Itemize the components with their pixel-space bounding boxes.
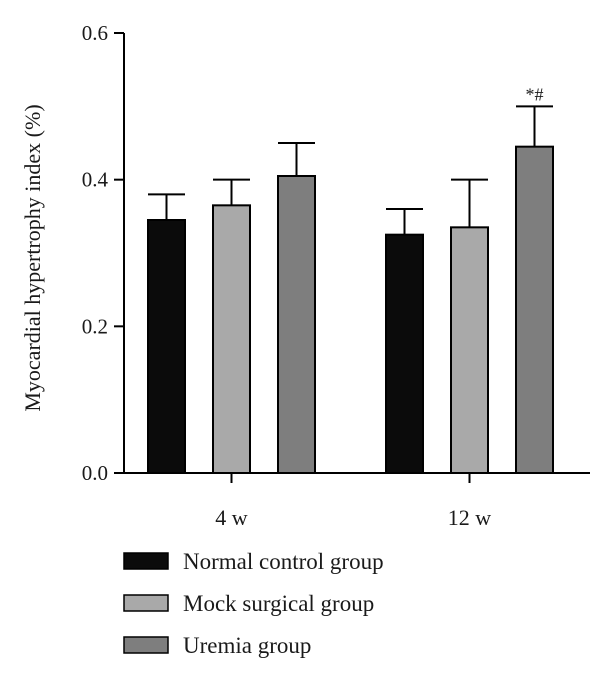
x-ticks: 4 w 12 w — [215, 473, 491, 530]
bar-uremia-group-4w — [277, 175, 316, 474]
bar-normal-control-group-12w — [385, 233, 424, 474]
legend-label: Mock surgical group — [183, 591, 374, 616]
y-ticks: 0.0 0.2 0.4 0.6 — [82, 21, 124, 485]
legend-swatch — [123, 636, 169, 654]
legend: Normal control group Mock surgical group U… — [123, 549, 384, 658]
legend-swatch — [123, 594, 169, 612]
legend-label: Normal control group — [183, 549, 384, 574]
legend-label: Uremia group — [183, 633, 311, 658]
bar-mock-surgical-group-12w — [450, 226, 489, 474]
y-tick-label: 0.4 — [82, 168, 109, 192]
x-tick-label: 12 w — [448, 505, 492, 530]
bar-uremia-group-12w — [515, 145, 554, 475]
annotations: *# — [526, 84, 544, 104]
bar-mock-surgical-group-4w — [212, 204, 251, 474]
y-tick-label: 0.6 — [82, 21, 108, 45]
y-tick-label: 0.2 — [82, 314, 108, 338]
x-tick-label: 4 w — [215, 505, 248, 530]
y-axis-label: Myocardial hypertrophy index (%) — [20, 104, 45, 411]
y-tick-label: 0.0 — [82, 461, 108, 485]
legend-swatch — [123, 552, 169, 570]
axes — [123, 33, 590, 474]
bars — [147, 105, 554, 475]
significance-annotation: *# — [526, 84, 544, 104]
bar-normal-control-group-4w — [147, 219, 186, 474]
